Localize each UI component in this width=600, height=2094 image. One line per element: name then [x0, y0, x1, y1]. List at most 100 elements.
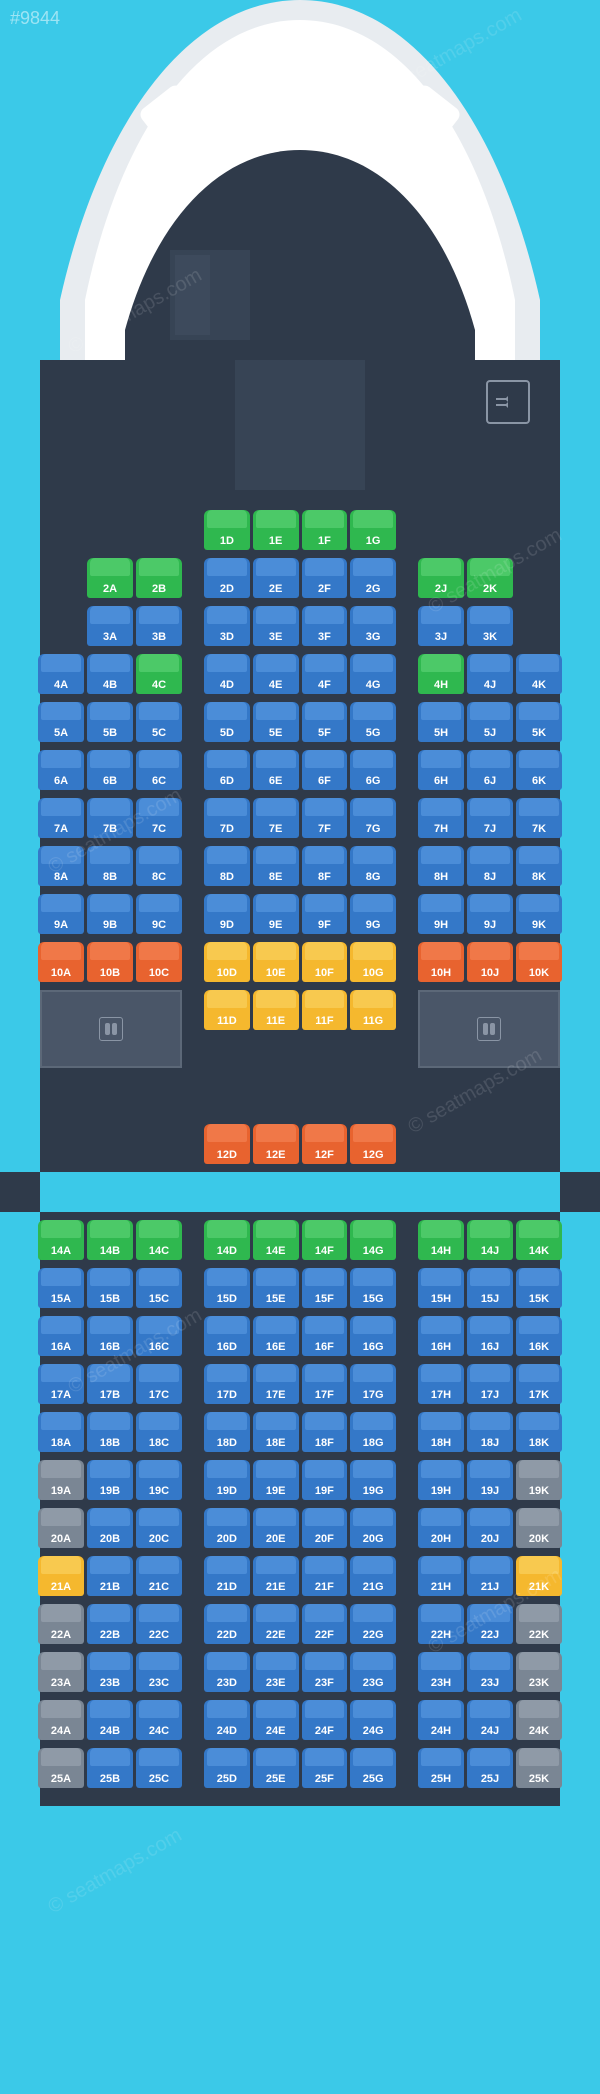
- seat-24B[interactable]: 24B: [87, 1700, 133, 1740]
- seat-25G[interactable]: 25G: [350, 1748, 396, 1788]
- seat-4H[interactable]: 4H: [418, 654, 464, 694]
- seat-2D[interactable]: 2D: [204, 558, 250, 598]
- seat-3D[interactable]: 3D: [204, 606, 250, 646]
- seat-23A[interactable]: 23A: [38, 1652, 84, 1692]
- seat-10G[interactable]: 10G: [350, 942, 396, 982]
- seat-11G[interactable]: 11G: [350, 990, 396, 1030]
- seat-11E[interactable]: 11E: [253, 990, 299, 1030]
- seat-21H[interactable]: 21H: [418, 1556, 464, 1596]
- seat-25H[interactable]: 25H: [418, 1748, 464, 1788]
- seat-24D[interactable]: 24D: [204, 1700, 250, 1740]
- seat-9B[interactable]: 9B: [87, 894, 133, 934]
- seat-11F[interactable]: 11F: [302, 990, 348, 1030]
- seat-19C[interactable]: 19C: [136, 1460, 182, 1500]
- seat-19D[interactable]: 19D: [204, 1460, 250, 1500]
- seat-22G[interactable]: 22G: [350, 1604, 396, 1644]
- seat-8J[interactable]: 8J: [467, 846, 513, 886]
- seat-17K[interactable]: 17K: [516, 1364, 562, 1404]
- seat-20G[interactable]: 20G: [350, 1508, 396, 1548]
- seat-20C[interactable]: 20C: [136, 1508, 182, 1548]
- seat-25K[interactable]: 25K: [516, 1748, 562, 1788]
- seat-16H[interactable]: 16H: [418, 1316, 464, 1356]
- seat-16C[interactable]: 16C: [136, 1316, 182, 1356]
- seat-25E[interactable]: 25E: [253, 1748, 299, 1788]
- seat-6B[interactable]: 6B: [87, 750, 133, 790]
- seat-6C[interactable]: 6C: [136, 750, 182, 790]
- seat-5E[interactable]: 5E: [253, 702, 299, 742]
- seat-4A[interactable]: 4A: [38, 654, 84, 694]
- seat-10D[interactable]: 10D: [204, 942, 250, 982]
- seat-2G[interactable]: 2G: [350, 558, 396, 598]
- seat-2J[interactable]: 2J: [418, 558, 464, 598]
- seat-18B[interactable]: 18B: [87, 1412, 133, 1452]
- seat-3K[interactable]: 3K: [467, 606, 513, 646]
- seat-7G[interactable]: 7G: [350, 798, 396, 838]
- seat-20F[interactable]: 20F: [302, 1508, 348, 1548]
- seat-18C[interactable]: 18C: [136, 1412, 182, 1452]
- seat-9K[interactable]: 9K: [516, 894, 562, 934]
- seat-6A[interactable]: 6A: [38, 750, 84, 790]
- seat-14A[interactable]: 14A: [38, 1220, 84, 1260]
- seat-8E[interactable]: 8E: [253, 846, 299, 886]
- seat-18D[interactable]: 18D: [204, 1412, 250, 1452]
- seat-14G[interactable]: 14G: [350, 1220, 396, 1260]
- seat-9G[interactable]: 9G: [350, 894, 396, 934]
- seat-12G[interactable]: 12G: [350, 1124, 396, 1164]
- seat-24E[interactable]: 24E: [253, 1700, 299, 1740]
- seat-25F[interactable]: 25F: [302, 1748, 348, 1788]
- seat-14C[interactable]: 14C: [136, 1220, 182, 1260]
- seat-4J[interactable]: 4J: [467, 654, 513, 694]
- seat-20A[interactable]: 20A: [38, 1508, 84, 1548]
- seat-16E[interactable]: 16E: [253, 1316, 299, 1356]
- seat-14K[interactable]: 14K: [516, 1220, 562, 1260]
- seat-9J[interactable]: 9J: [467, 894, 513, 934]
- seat-10H[interactable]: 10H: [418, 942, 464, 982]
- seat-18G[interactable]: 18G: [350, 1412, 396, 1452]
- seat-23C[interactable]: 23C: [136, 1652, 182, 1692]
- seat-7K[interactable]: 7K: [516, 798, 562, 838]
- seat-18J[interactable]: 18J: [467, 1412, 513, 1452]
- seat-22A[interactable]: 22A: [38, 1604, 84, 1644]
- seat-15D[interactable]: 15D: [204, 1268, 250, 1308]
- seat-5G[interactable]: 5G: [350, 702, 396, 742]
- seat-20H[interactable]: 20H: [418, 1508, 464, 1548]
- seat-14F[interactable]: 14F: [302, 1220, 348, 1260]
- seat-18K[interactable]: 18K: [516, 1412, 562, 1452]
- seat-2E[interactable]: 2E: [253, 558, 299, 598]
- seat-23B[interactable]: 23B: [87, 1652, 133, 1692]
- seat-24H[interactable]: 24H: [418, 1700, 464, 1740]
- seat-9E[interactable]: 9E: [253, 894, 299, 934]
- seat-18H[interactable]: 18H: [418, 1412, 464, 1452]
- seat-4F[interactable]: 4F: [302, 654, 348, 694]
- seat-3G[interactable]: 3G: [350, 606, 396, 646]
- seat-21B[interactable]: 21B: [87, 1556, 133, 1596]
- seat-24J[interactable]: 24J: [467, 1700, 513, 1740]
- seat-3E[interactable]: 3E: [253, 606, 299, 646]
- seat-20B[interactable]: 20B: [87, 1508, 133, 1548]
- seat-6K[interactable]: 6K: [516, 750, 562, 790]
- seat-6H[interactable]: 6H: [418, 750, 464, 790]
- seat-2F[interactable]: 2F: [302, 558, 348, 598]
- seat-20K[interactable]: 20K: [516, 1508, 562, 1548]
- seat-14D[interactable]: 14D: [204, 1220, 250, 1260]
- seat-15F[interactable]: 15F: [302, 1268, 348, 1308]
- seat-7D[interactable]: 7D: [204, 798, 250, 838]
- seat-19B[interactable]: 19B: [87, 1460, 133, 1500]
- seat-5H[interactable]: 5H: [418, 702, 464, 742]
- seat-15A[interactable]: 15A: [38, 1268, 84, 1308]
- seat-16D[interactable]: 16D: [204, 1316, 250, 1356]
- seat-4D[interactable]: 4D: [204, 654, 250, 694]
- seat-4B[interactable]: 4B: [87, 654, 133, 694]
- seat-17J[interactable]: 17J: [467, 1364, 513, 1404]
- seat-19K[interactable]: 19K: [516, 1460, 562, 1500]
- seat-17A[interactable]: 17A: [38, 1364, 84, 1404]
- seat-15B[interactable]: 15B: [87, 1268, 133, 1308]
- seat-19G[interactable]: 19G: [350, 1460, 396, 1500]
- seat-10B[interactable]: 10B: [87, 942, 133, 982]
- seat-12F[interactable]: 12F: [302, 1124, 348, 1164]
- seat-25D[interactable]: 25D: [204, 1748, 250, 1788]
- seat-4C[interactable]: 4C: [136, 654, 182, 694]
- seat-15G[interactable]: 15G: [350, 1268, 396, 1308]
- seat-16A[interactable]: 16A: [38, 1316, 84, 1356]
- seat-14H[interactable]: 14H: [418, 1220, 464, 1260]
